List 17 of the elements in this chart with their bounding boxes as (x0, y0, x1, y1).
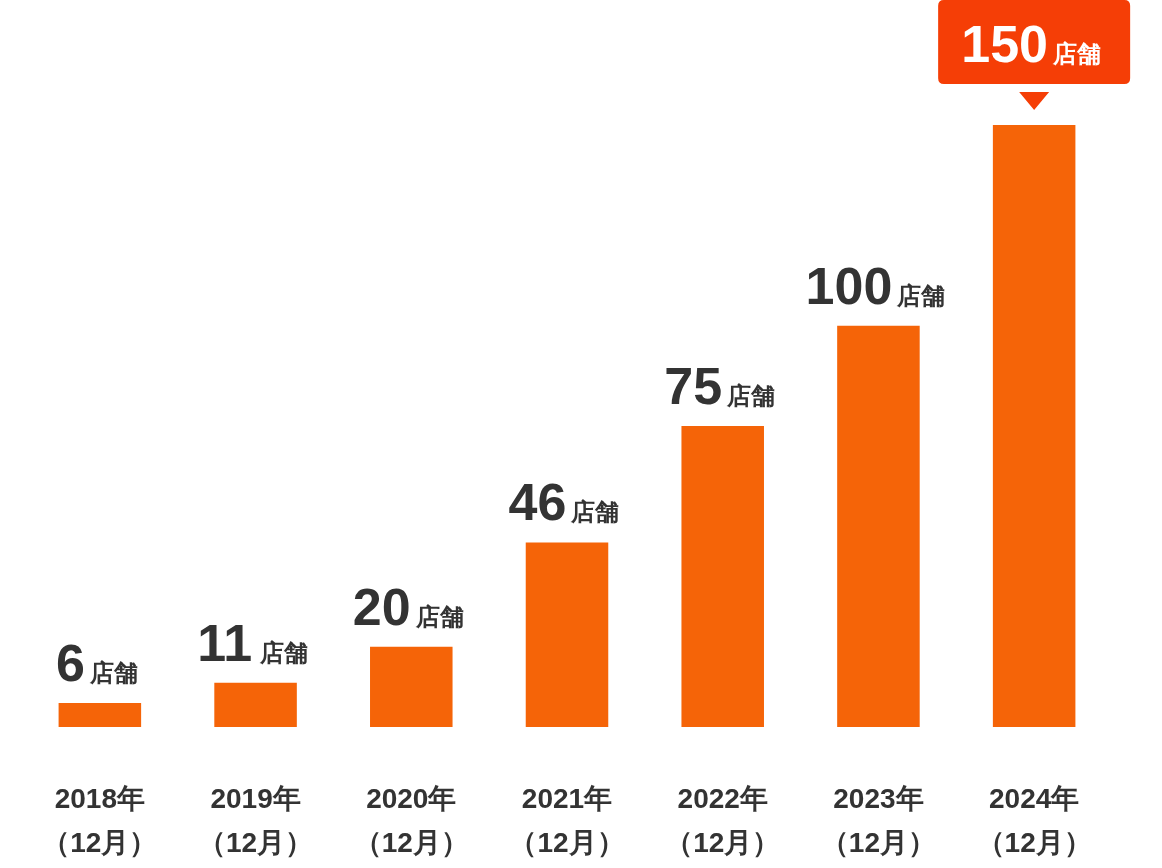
data-label: 46店舗 (508, 473, 620, 532)
x-tick-label: 2019年（12月） (197, 782, 314, 858)
x-tick-label: 2022年（12月） (665, 782, 781, 858)
bar (370, 646, 453, 727)
bar (58, 702, 142, 727)
x-tick-label: 2021年（12月） (509, 782, 625, 858)
bar (214, 682, 297, 727)
bar (681, 426, 764, 727)
bar (992, 125, 1076, 727)
x-tick-label: 2018年（12月） (42, 782, 158, 858)
data-label: 75店舗 (664, 357, 776, 415)
bar (837, 325, 920, 727)
data-label: 100店舗 (805, 256, 946, 315)
bar (525, 542, 609, 727)
x-tick-label: 2024年（12月） (976, 782, 1092, 858)
x-tick-label: 2020年（12月） (353, 782, 469, 858)
x-tick-label: 2023年（12月） (820, 782, 937, 858)
